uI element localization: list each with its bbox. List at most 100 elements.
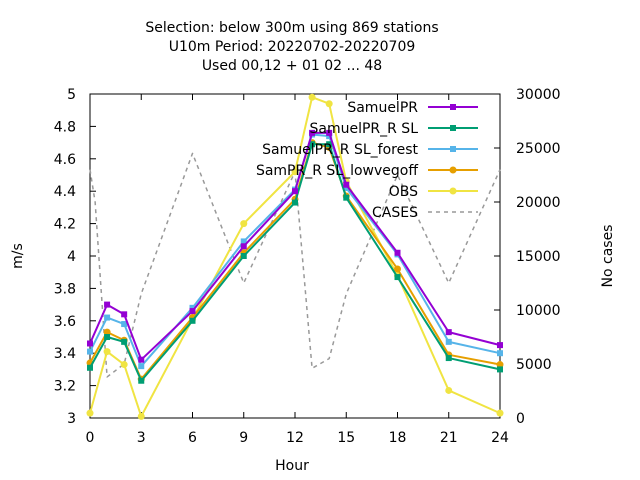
legend-label: OBS xyxy=(389,184,418,200)
legend-label: SamuelPR xyxy=(347,100,418,116)
data-point xyxy=(240,253,247,259)
series-1 xyxy=(87,129,503,363)
legend-label: SamuelPR_R SL_forest xyxy=(262,142,418,158)
data-point xyxy=(394,249,401,256)
y2-axis-label: No cases xyxy=(600,225,616,288)
data-point xyxy=(343,181,350,188)
data-point xyxy=(445,338,452,345)
data-point xyxy=(121,338,128,345)
legend-marker xyxy=(449,166,457,174)
data-point xyxy=(87,340,93,347)
data-point xyxy=(497,350,503,357)
y2-tick-label: 10000 xyxy=(516,303,561,319)
y-tick-label: 4 xyxy=(67,249,76,265)
y-tick-label: 4.2 xyxy=(54,217,76,233)
data-point xyxy=(189,317,196,324)
legend-entry-3: SamuelPR_R SL_forest xyxy=(262,142,478,158)
data-point xyxy=(138,363,145,370)
x-tick-label: 12 xyxy=(286,430,304,446)
chart-title: Selection: below 300m using 869 stations… xyxy=(145,20,438,74)
legend-entry-5: OBS xyxy=(389,184,478,200)
data-point xyxy=(240,220,248,228)
y2-tick-label: 0 xyxy=(516,411,525,427)
data-point xyxy=(343,194,350,201)
y2-tick-label: 20000 xyxy=(516,195,561,211)
data-point xyxy=(326,129,333,136)
y2-tick-label: 5000 xyxy=(516,357,552,373)
data-point xyxy=(121,311,128,318)
y-tick-label: 3.6 xyxy=(54,314,76,330)
data-point xyxy=(292,188,298,195)
data-point xyxy=(104,314,111,321)
data-point xyxy=(309,141,316,148)
title-line-2: U10m Period: 20220702-20220709 xyxy=(169,39,416,55)
data-point xyxy=(326,133,333,140)
x-axis-label: Hour xyxy=(275,458,309,474)
data-point xyxy=(309,129,316,136)
y-tick-label: 5 xyxy=(67,87,76,103)
data-point xyxy=(240,243,247,250)
data-point xyxy=(445,355,452,362)
x-tick-label: 24 xyxy=(491,430,509,446)
legend-marker xyxy=(450,104,456,110)
y-tick-label: 3.8 xyxy=(54,281,76,297)
data-point xyxy=(104,334,111,340)
legend-entry-4: SamPR_R SL_lowvegoff xyxy=(256,163,478,179)
x-tick-label: 3 xyxy=(137,430,146,446)
y-tick-label: 3 xyxy=(67,411,76,427)
legend-label: SamuelPR_R SL xyxy=(309,121,418,137)
y-tick-label: 3.4 xyxy=(54,346,76,362)
legend-entry-2: SamuelPR_R SL xyxy=(309,121,478,137)
x-tick-label: 18 xyxy=(389,430,407,446)
x-tick-label: 0 xyxy=(86,430,95,446)
y-tick-label: 3.2 xyxy=(54,379,76,395)
data-point xyxy=(240,238,247,245)
legend-entry-6: CASES xyxy=(372,205,478,221)
series-2 xyxy=(87,141,503,384)
title-line-1: Selection: below 300m using 869 stations xyxy=(145,20,438,36)
legend-label: CASES xyxy=(372,205,418,221)
y-tick-label: 4.6 xyxy=(54,152,76,168)
legend: SamuelPR SamuelPR_R SL SamuelPR_R SL_fores… xyxy=(256,100,478,221)
y-tick-label: 4.4 xyxy=(54,184,76,200)
data-point xyxy=(104,301,111,308)
data-point xyxy=(103,328,111,336)
data-point xyxy=(496,361,504,369)
data-point xyxy=(87,364,93,371)
series-layer xyxy=(86,93,504,420)
axes: 0 3 6 9 12 15 18 21 2433.23.43.63.844.24.44.64.8… xyxy=(54,87,561,446)
y2-tick-label: 15000 xyxy=(516,249,561,265)
data-point xyxy=(137,412,145,420)
data-point xyxy=(292,199,298,206)
data-point xyxy=(326,141,333,148)
data-point xyxy=(138,356,145,363)
data-point xyxy=(394,265,401,273)
legend-entry-1: SamuelPR xyxy=(347,100,478,116)
data-point xyxy=(394,274,401,281)
data-point xyxy=(325,100,333,108)
y2-tick-label: 25000 xyxy=(516,141,561,157)
data-point xyxy=(189,304,196,311)
data-point xyxy=(87,348,93,355)
data-point xyxy=(496,409,504,417)
legend-label: SamPR_R SL_lowvegoff xyxy=(256,163,418,179)
y2-tick-label: 30000 xyxy=(516,87,561,103)
data-point xyxy=(189,308,196,315)
title-line-3: Used 00,12 + 01 02 ... 48 xyxy=(202,58,382,74)
data-point xyxy=(86,409,94,417)
data-point xyxy=(120,361,128,369)
data-point xyxy=(445,386,453,394)
y-axis-label: m/s xyxy=(10,243,26,269)
x-tick-label: 6 xyxy=(188,430,197,446)
data-point xyxy=(291,168,299,176)
data-point xyxy=(308,93,316,101)
data-point xyxy=(138,377,145,384)
y-tick-label: 4.8 xyxy=(54,119,76,135)
legend-marker xyxy=(449,187,457,195)
x-tick-label: 9 xyxy=(239,430,248,446)
x-tick-label: 21 xyxy=(440,430,458,446)
x-tick-label: 15 xyxy=(337,430,355,446)
data-point xyxy=(103,348,111,356)
data-point xyxy=(343,184,350,191)
